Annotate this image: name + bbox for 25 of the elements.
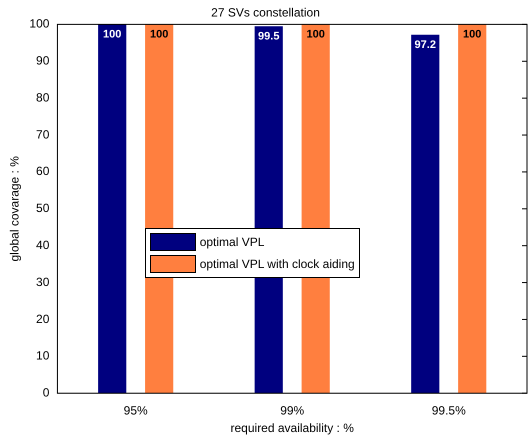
- y-tick-label: 80: [36, 90, 50, 104]
- y-tick-label: 40: [36, 238, 50, 252]
- data-label: 100: [306, 28, 325, 40]
- data-label: 99.5: [258, 30, 280, 42]
- y-tick-label: 50: [36, 201, 50, 216]
- data-label: 100: [103, 28, 122, 40]
- y-tick-label: 10: [36, 348, 50, 363]
- y-tick-label: 30: [36, 274, 50, 289]
- x-tick-label: 95%: [124, 404, 148, 418]
- data-label: 100: [150, 28, 168, 40]
- legend-label: optimal VPL with clock aiding: [200, 257, 355, 272]
- y-axis-title: global covarage : %: [8, 156, 22, 262]
- x-axis-title: required availability : %: [230, 421, 354, 436]
- legend-label: optimal VPL: [200, 235, 264, 250]
- y-tick-label: 70: [36, 127, 50, 142]
- y-tick-label: 90: [36, 54, 50, 68]
- y-tick-label: 100: [29, 16, 50, 31]
- y-tick-label: 0: [42, 386, 50, 400]
- data-label: 100: [463, 28, 482, 40]
- chart-title: 27 SVs constellation: [211, 6, 320, 20]
- y-tick-label: 20: [36, 312, 50, 326]
- y-tick-label: 60: [36, 164, 50, 178]
- data-label: 97.2: [414, 38, 436, 51]
- x-tick-label: 99.5%: [432, 404, 466, 418]
- x-tick-label: 99%: [280, 404, 305, 418]
